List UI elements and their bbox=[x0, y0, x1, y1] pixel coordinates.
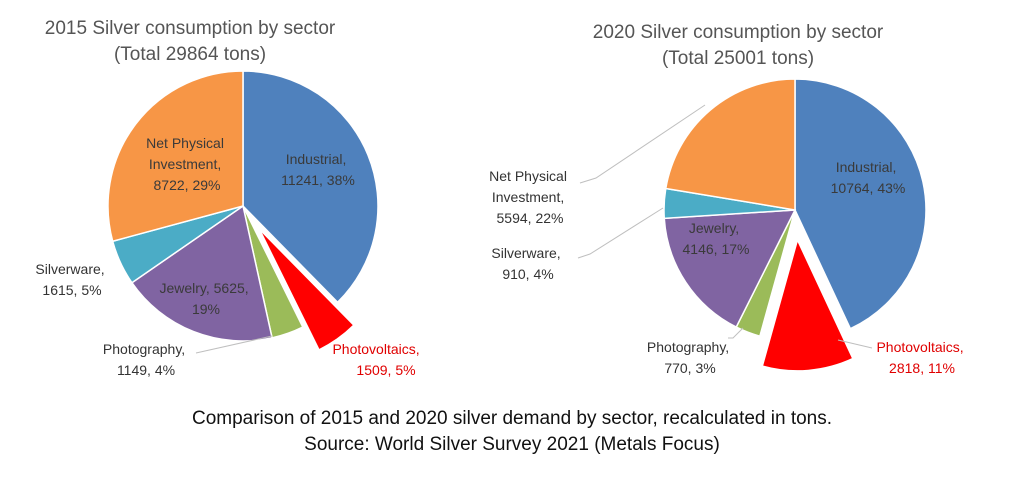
label-2015-photography: Photography, 1149, 4% bbox=[103, 341, 189, 378]
chart-2015-title: 2015 Silver consumption by sector bbox=[45, 18, 336, 39]
label-2020-photovoltaics: Photovoltaics, 2818, 11% bbox=[876, 339, 967, 376]
pie-slice-industrial bbox=[242, 70, 379, 304]
chart-2020-subtitle: (Total 25001 tons) bbox=[662, 48, 814, 69]
label-2015-net-physical-investment: Net Physical Investment, 8722, 29% bbox=[146, 135, 228, 193]
label-2015-silverware: Silverware, 1615, 5% bbox=[35, 261, 108, 298]
label-2020-silverware: Silverware, 910, 4% bbox=[491, 245, 564, 282]
label-2015-photovoltaics: Photovoltaics, 1509, 5% bbox=[332, 341, 423, 378]
leader-line-2015-photography bbox=[195, 335, 273, 354]
leader-line-2020-photography bbox=[728, 327, 744, 339]
chart-2020-pie bbox=[663, 78, 927, 372]
label-2020-industrial: Industrial, 10764, 43% bbox=[831, 159, 906, 196]
label-2015-industrial: Industrial, 11241, 38% bbox=[281, 151, 355, 188]
label-2015-jewelry: Jewelry, 5625, 19% bbox=[159, 280, 252, 317]
leader-line-2020-photovoltaics bbox=[837, 339, 873, 349]
pie-slice-photovoltaics bbox=[258, 228, 355, 351]
figure-caption-line1: Comparison of 2015 and 2020 silver deman… bbox=[192, 408, 832, 429]
pie-slice-photovoltaics bbox=[761, 237, 854, 372]
label-2020-net-physical-investment: Net Physical Investment, 5594, 22% bbox=[489, 168, 571, 226]
chart-2015-pie bbox=[107, 70, 379, 351]
label-2020-photography: Photography, 770, 3% bbox=[647, 339, 733, 376]
label-2020-jewelry: Jewelry, 4146, 17% bbox=[683, 220, 750, 257]
figure-caption-line2: Source: World Silver Survey 2021 (Metals… bbox=[304, 434, 720, 455]
chart-2015-subtitle: (Total 29864 tons) bbox=[114, 44, 266, 65]
pie-slice-jewelry bbox=[663, 209, 797, 329]
pie-slice-jewelry bbox=[130, 204, 273, 342]
pie-slice-net-physical-investment bbox=[664, 78, 796, 211]
pie-slice-industrial bbox=[794, 78, 927, 330]
leader-line-2020-net-physical-investment bbox=[579, 104, 706, 184]
leader-line-2020-silverware bbox=[577, 207, 664, 259]
pie-slice-net-physical-investment bbox=[107, 70, 244, 243]
chart-2020-title: 2020 Silver consumption by sector bbox=[593, 22, 884, 43]
